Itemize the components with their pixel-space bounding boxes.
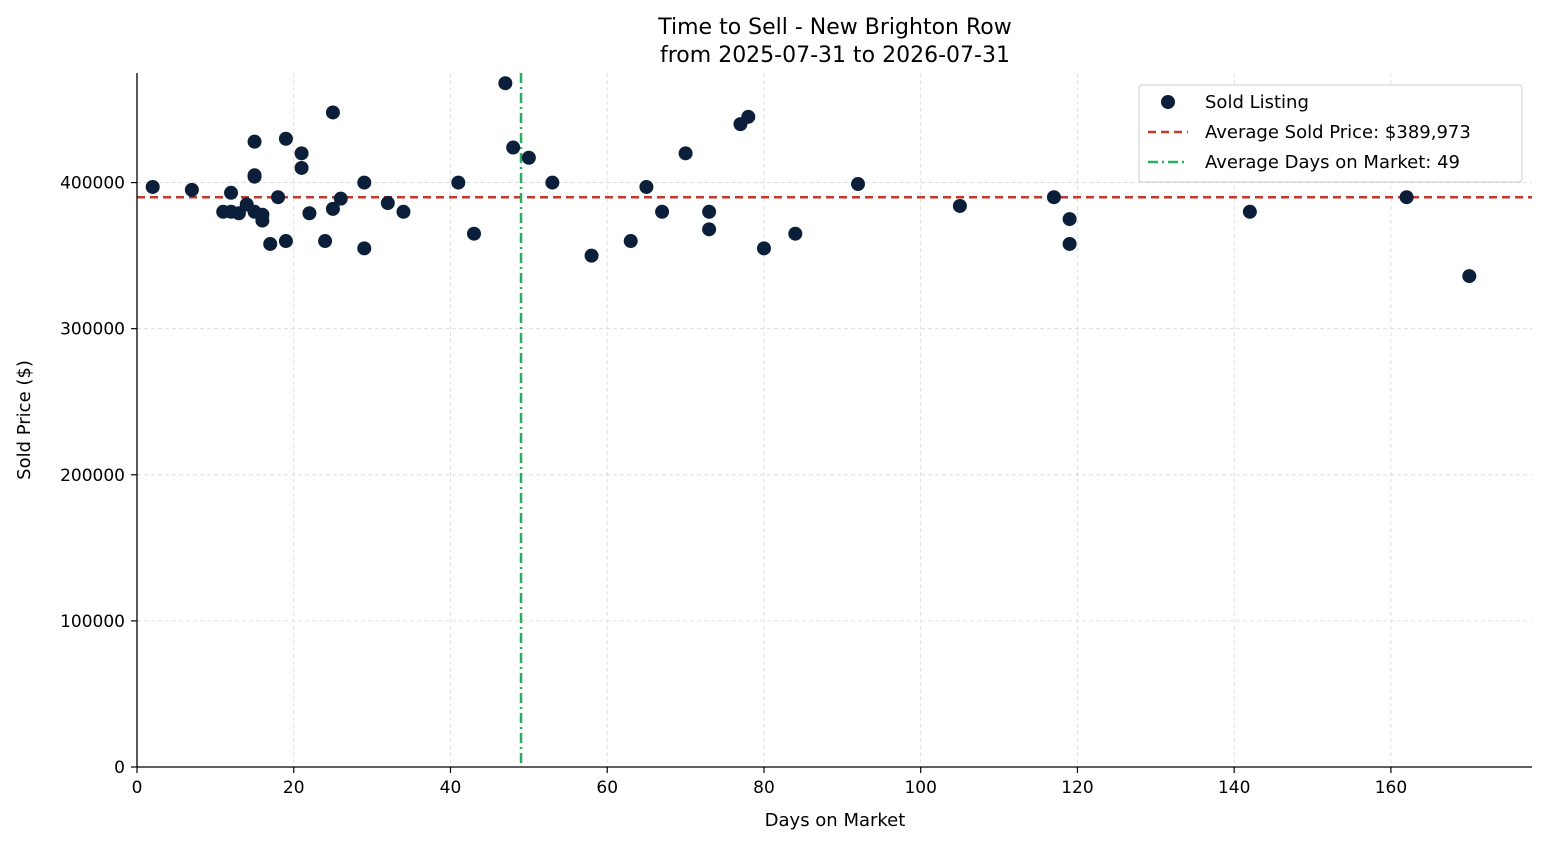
legend-marker-sold-listing — [1161, 95, 1175, 109]
data-point — [278, 234, 293, 249]
data-point — [184, 182, 199, 197]
y-tick-label: 400000 — [60, 174, 125, 194]
legend: Sold Listing Average Sold Price: $389,97… — [1138, 84, 1523, 183]
data-point — [357, 175, 372, 190]
data-point — [623, 234, 638, 249]
y-tick-label: 0 — [114, 758, 125, 778]
data-point — [545, 175, 560, 190]
data-point — [1462, 269, 1477, 284]
data-point — [325, 201, 340, 216]
legend-box — [1138, 84, 1523, 183]
chart-subtitle: from 2025-07-31 to 2026-07-31 — [660, 43, 1010, 68]
data-point — [498, 76, 513, 91]
x-tick-label: 100 — [904, 778, 936, 798]
data-point — [1399, 190, 1414, 205]
y-axis-label: Sold Price ($) — [14, 360, 35, 480]
data-point — [294, 146, 309, 161]
data-point — [1242, 204, 1257, 219]
data-point — [851, 177, 866, 192]
data-point — [271, 190, 286, 205]
data-point — [584, 248, 599, 263]
data-point — [1062, 212, 1077, 227]
data-point — [396, 204, 411, 219]
x-ticks: 0 20 40 60 80 100 120 140 160 — [132, 767, 1407, 798]
data-point — [952, 198, 967, 213]
legend-label-avg-days: Average Days on Market: 49 — [1205, 152, 1460, 173]
data-point — [1046, 190, 1061, 205]
data-point — [521, 150, 536, 165]
reference-lines — [137, 73, 1532, 767]
x-tick-label: 140 — [1218, 778, 1250, 798]
data-point — [1062, 236, 1077, 251]
data-point — [466, 226, 481, 241]
data-point — [788, 226, 803, 241]
x-tick-label: 40 — [440, 778, 462, 798]
data-point — [333, 191, 348, 206]
data-point — [380, 196, 395, 211]
data-point — [702, 222, 717, 237]
data-point — [278, 131, 293, 146]
data-point — [263, 236, 278, 251]
x-tick-label: 120 — [1061, 778, 1093, 798]
y-tick-label: 200000 — [60, 466, 125, 486]
x-tick-label: 80 — [753, 778, 775, 798]
data-point — [302, 206, 317, 221]
data-point — [506, 140, 521, 155]
data-point — [255, 207, 270, 222]
data-point — [247, 134, 262, 149]
data-point — [451, 175, 466, 190]
y-tick-label: 300000 — [60, 320, 125, 340]
axes — [136, 73, 1532, 768]
y-tick-label: 100000 — [60, 612, 125, 632]
legend-label-sold-listing: Sold Listing — [1205, 92, 1309, 113]
data-point — [294, 160, 309, 175]
data-point — [756, 241, 771, 256]
data-points — [145, 76, 1477, 284]
x-tick-label: 0 — [132, 778, 143, 798]
data-point — [655, 204, 670, 219]
data-point — [357, 241, 372, 256]
legend-label-avg-price: Average Sold Price: $389,973 — [1205, 122, 1471, 143]
x-axis-label: Days on Market — [765, 810, 906, 831]
x-tick-label: 60 — [596, 778, 618, 798]
y-ticks: 0 100000 200000 300000 400000 — [60, 174, 137, 778]
data-point — [678, 146, 693, 161]
data-point — [145, 179, 160, 194]
data-point — [224, 185, 239, 200]
data-point — [247, 169, 262, 184]
data-point — [318, 234, 333, 249]
x-tick-label: 160 — [1375, 778, 1407, 798]
data-point — [639, 179, 654, 194]
data-point — [741, 109, 756, 124]
data-point — [702, 204, 717, 219]
chart-title: Time to Sell - New Brighton Row — [657, 15, 1011, 40]
data-point — [325, 105, 340, 120]
x-tick-label: 20 — [283, 778, 305, 798]
